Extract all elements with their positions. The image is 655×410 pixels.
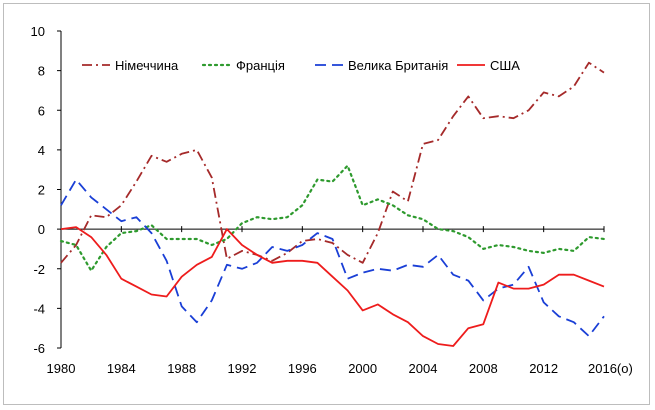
x-tick-label: 1984 [107, 361, 136, 376]
legend: Німеччина Франція Велика Британія США [82, 58, 520, 73]
axes [60, 31, 604, 348]
x-tick-label: 1996 [288, 361, 317, 376]
series-line-4 [60, 226, 605, 347]
y-axis-ticks: -6 -4 -2 0 2 4 6 8 10 [31, 24, 61, 356]
legend-label-1: Німеччина [115, 58, 179, 73]
y-tick-label: -6 [33, 341, 45, 356]
x-tick-label: 2008 [469, 361, 498, 376]
legend-label-2: Франція [236, 58, 285, 73]
y-tick-label: 8 [38, 64, 45, 79]
x-tick-label: 2000 [348, 361, 377, 376]
series-line-2 [59, 164, 606, 272]
y-tick-label: 0 [38, 222, 45, 237]
x-tick-label: 2004 [409, 361, 438, 376]
y-tick-label: 10 [31, 24, 45, 39]
y-tick-label: 4 [38, 143, 45, 158]
x-tick-label: 2016(o) [588, 361, 633, 376]
legend-label-3: Велика Британія [348, 58, 448, 73]
x-tick-label: 1988 [167, 361, 196, 376]
legend-label-4: США [490, 58, 520, 73]
series-line-3 [60, 178, 605, 338]
y-tick-label: 2 [38, 183, 45, 198]
x-tick-label: 1980 [47, 361, 76, 376]
series-lines [59, 61, 606, 347]
x-tick-label: 2012 [529, 361, 558, 376]
y-tick-label: -2 [33, 262, 45, 277]
series-line-1 [60, 61, 605, 264]
x-tick-label: 1992 [228, 361, 257, 376]
chart-frame [3, 3, 650, 405]
y-tick-label: 6 [38, 103, 45, 118]
x-axis-ticks: 1980 1984 1988 1992 1996 2000 2004 2008 2012 2016… [47, 226, 633, 376]
y-tick-label: -4 [33, 301, 45, 316]
